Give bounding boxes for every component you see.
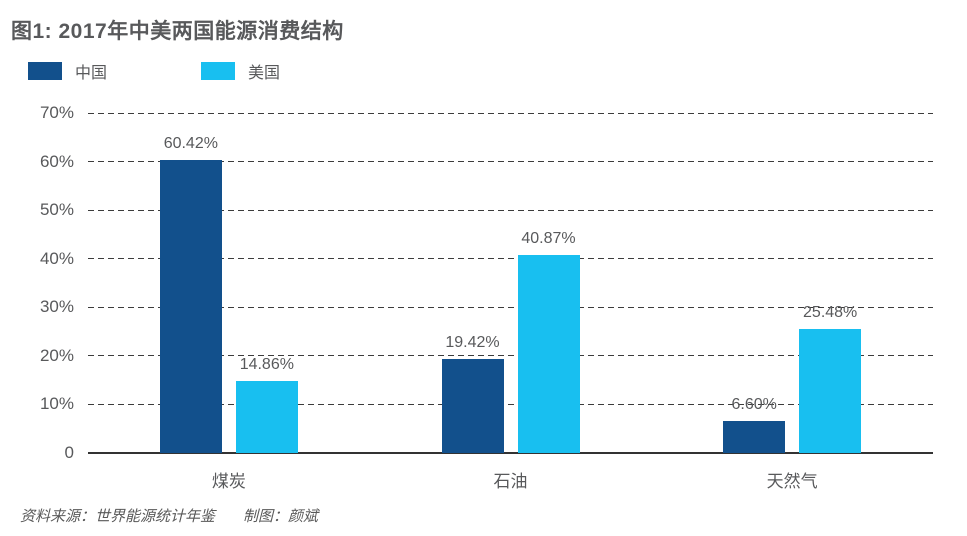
gridline-60 (88, 161, 933, 163)
bar-value-label: 60.42% (163, 134, 218, 152)
legend-swatch-china (28, 62, 62, 80)
gridline-10 (88, 403, 933, 405)
x-axis-line (88, 452, 933, 454)
bar-chart-plot-area: 0 10% 20% 30% 40% 50% 60% 70% 煤炭 60.42% 14.86% 石油 19… (40, 103, 933, 491)
bar-value-label: 6.60% (731, 395, 777, 413)
bar-us-0 (235, 380, 298, 453)
legend-item-us: 美国 (201, 59, 280, 83)
bar-value-label: 14.86% (239, 355, 294, 373)
y-axis-tick-50: 50% (39, 200, 74, 220)
gridline-30 (88, 306, 933, 308)
y-axis-tick-20: 20% (39, 345, 74, 365)
bar-us-2 (799, 329, 862, 453)
legend: 中国 美国 (28, 59, 374, 83)
legend-label: 美国 (248, 65, 281, 82)
gridline-20 (88, 355, 933, 357)
y-axis-tick-30: 30% (39, 297, 74, 317)
bar-china-1 (441, 358, 504, 453)
credit-note: 制图：颜斌 (243, 508, 319, 525)
category-label: 煤炭 (211, 472, 246, 491)
gridline-70 (88, 112, 933, 114)
legend-swatch-us (201, 62, 236, 80)
y-axis-tick-0: 0 (64, 443, 74, 462)
legend-label: 中国 (75, 65, 108, 82)
category-label: 石油 (493, 472, 528, 491)
legend-item-china: 中国 (28, 59, 107, 83)
gridline-40 (88, 258, 933, 260)
footer: 资料来源：世界能源统计年鉴 制图：颜斌 (20, 505, 318, 526)
y-axis-tick-40: 40% (39, 248, 74, 268)
y-axis-tick-10: 10% (39, 394, 74, 414)
source-note: 资料来源：世界能源统计年鉴 (20, 508, 216, 525)
bar-us-1 (517, 254, 580, 453)
gridline-50 (88, 209, 933, 211)
bar-value-label: 40.87% (521, 229, 576, 247)
bar-value-label: 25.48% (803, 304, 858, 322)
y-axis-tick-60: 60% (39, 151, 74, 171)
bar-value-label: 19.42% (445, 333, 500, 351)
figure-title: 图1: 2017年中美两国能源消费结构 (11, 20, 344, 43)
bar-china-0 (159, 159, 222, 453)
category-label: 天然气 (766, 472, 818, 491)
bar-china-2 (723, 420, 786, 453)
y-axis-tick-70: 70% (39, 103, 74, 122)
